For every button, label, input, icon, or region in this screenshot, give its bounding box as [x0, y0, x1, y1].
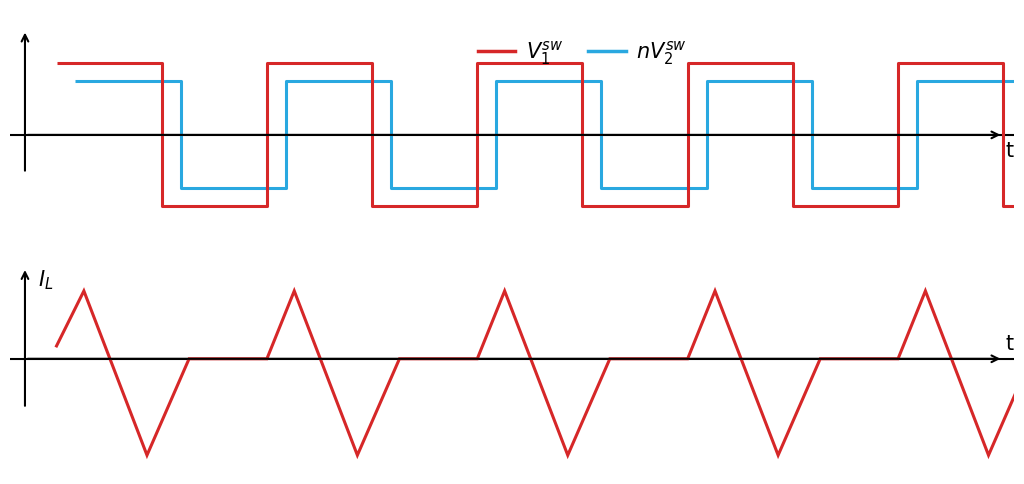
- Text: $I_L$: $I_L$: [38, 268, 53, 291]
- Text: t: t: [1006, 334, 1014, 354]
- Text: t: t: [1006, 141, 1014, 161]
- Legend: $V_1^{sw}$, $nV_2^{sw}$: $V_1^{sw}$, $nV_2^{sw}$: [469, 30, 695, 75]
